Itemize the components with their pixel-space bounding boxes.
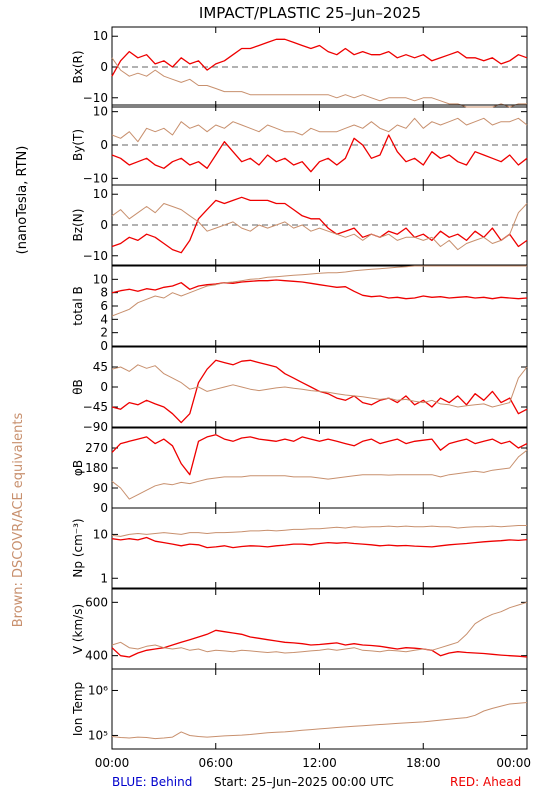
y-tick-label: 600	[85, 595, 108, 609]
y-axis-label: Np (cm⁻³)	[71, 518, 85, 577]
y-axis-label: θB	[71, 379, 85, 395]
y-tick-label: 0	[100, 60, 108, 74]
y-tick-label: 0	[100, 380, 108, 394]
y-tick-label: 1	[100, 571, 108, 585]
y-tick-label: 10	[93, 187, 108, 201]
panel-np: 1 10 Np (cm⁻³)	[71, 507, 528, 589]
series-equivalent	[111, 449, 528, 500]
x-tick-label: 06:00	[198, 756, 233, 770]
series-equivalent	[111, 702, 528, 740]
y-tick-label: 10	[93, 29, 108, 43]
x-tick-label: 00:00	[496, 756, 531, 770]
series-equivalent	[111, 203, 528, 251]
series-equivalent	[111, 265, 527, 317]
y-tick-label: 180	[85, 461, 108, 475]
units-label: (nanoTesla, RTN)	[15, 146, 30, 255]
series-ahead	[111, 134, 528, 173]
x-tick-label: 12:00	[302, 756, 337, 770]
series-ahead	[111, 536, 528, 549]
series-equivalent	[111, 117, 528, 143]
series-equivalent	[111, 525, 527, 537]
series-ahead	[111, 434, 528, 476]
panel-bz: −10 0 10 Bz(N)	[71, 184, 528, 266]
footer-start: Start: 25–Jun–2025 00:00 UTC	[214, 775, 394, 789]
y-axis-label: Bz(N)	[71, 209, 85, 242]
y-tick-label: 10⁶	[88, 683, 108, 697]
y-axis-label: total B	[71, 286, 85, 326]
series-ahead	[111, 196, 528, 254]
x-tick-label: 00:00	[95, 756, 130, 770]
series-equivalent	[111, 601, 528, 654]
x-axis: 00:00 06:00 12:00 18:00 00:00	[95, 756, 531, 770]
panel-by: −10 0 10 By(T)	[71, 104, 528, 186]
y-axis-label: Bx(R)	[71, 50, 85, 83]
y-tick-label: 10	[93, 527, 108, 541]
panel-bx: −10 0 10 Bx(R)	[71, 26, 528, 108]
y-tick-label: −10	[83, 249, 108, 263]
footer-ahead: RED: Ahead	[450, 775, 521, 789]
y-tick-label: 90	[93, 481, 108, 495]
y-tick-label: 6	[100, 299, 108, 313]
y-tick-label: 0	[100, 339, 108, 353]
y-tick-label: 270	[85, 441, 108, 455]
series-equivalent	[111, 57, 527, 108]
y-tick-label: −90	[83, 420, 108, 434]
panel-frame	[111, 668, 528, 750]
y-tick-label: 0	[100, 218, 108, 232]
series-ahead	[111, 38, 528, 77]
chart-title: IMPACT/PLASTIC 25–Jun–2025	[199, 4, 421, 22]
footer-behind: BLUE: Behind	[112, 775, 192, 789]
y-tick-label: −10	[83, 171, 108, 185]
panels: −10010Bx(R)−10010By(T)−10010Bz(N)0246810…	[71, 26, 528, 750]
series-ahead	[111, 279, 528, 300]
y-tick-label: 2	[100, 326, 108, 340]
y-tick-label: −45	[83, 400, 108, 414]
y-axis-label: Ion Temp	[71, 682, 85, 736]
y-tick-label: 10	[93, 105, 108, 119]
y-axis-label: By(T)	[71, 129, 85, 161]
y-tick-label: 0	[100, 138, 108, 152]
y-tick-label: 4	[100, 312, 108, 326]
panel-frame	[111, 588, 528, 670]
y-tick-label: 0	[100, 501, 108, 515]
x-tick-label: 18:00	[406, 756, 441, 770]
y-tick-label: 10	[93, 272, 108, 286]
y-tick-label: −10	[83, 91, 108, 105]
panel-frame	[111, 265, 528, 347]
y-tick-label: 10⁵	[88, 728, 108, 742]
panel-theta: −90 −45 0 45 θB	[71, 346, 528, 434]
y-tick-label: 8	[100, 286, 108, 300]
y-axis-label: φB	[71, 460, 85, 476]
series-equivalent	[111, 364, 528, 408]
equivalents-label: Brown: DSCOVR/ACE equivalents	[11, 413, 26, 628]
y-axis-label: V (km/s)	[71, 604, 85, 654]
series-ahead	[111, 629, 528, 658]
panel-frame	[111, 507, 528, 589]
y-tick-label: 45	[93, 360, 108, 374]
y-tick-label: 400	[85, 649, 108, 663]
